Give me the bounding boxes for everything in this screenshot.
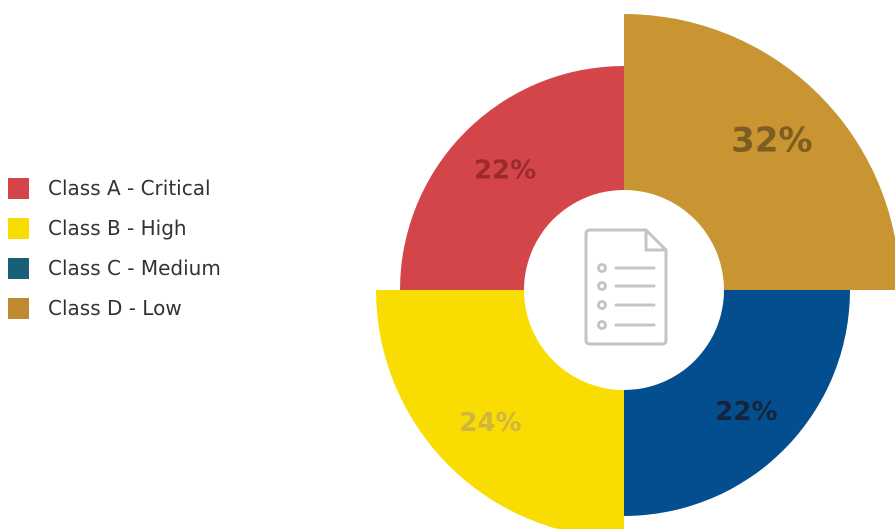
legend-label-class-b: Class B - High [48, 216, 187, 240]
slice-class-a [400, 66, 624, 290]
legend-item-class-a: Class A - Critical [8, 178, 221, 199]
legend-label-class-a: Class A - Critical [48, 176, 211, 200]
legend-item-class-d: Class D - Low [8, 298, 221, 319]
slice-label-class-a: 22% [474, 156, 536, 186]
slice-label-class-d: 32% [731, 121, 812, 161]
legend-swatch-class-b [8, 218, 29, 239]
legend-item-class-c: Class C - Medium [8, 258, 221, 279]
legend-label-class-c: Class C - Medium [48, 256, 221, 280]
legend-item-class-b: Class B - High [8, 218, 221, 239]
document-list-icon [584, 228, 668, 346]
legend-label-class-d: Class D - Low [48, 296, 182, 320]
slice-class-d [624, 14, 895, 290]
slice-label-class-c: 22% [715, 397, 777, 427]
donut-center [526, 192, 722, 388]
chart-legend: Class A - Critical Class B - High Class … [8, 178, 221, 319]
legend-swatch-class-a [8, 178, 29, 199]
slice-class-b [376, 290, 624, 529]
legend-swatch-class-d [8, 298, 29, 319]
slice-class-c [624, 290, 850, 516]
legend-swatch-class-c [8, 258, 29, 279]
slice-label-class-b: 24% [459, 408, 521, 438]
